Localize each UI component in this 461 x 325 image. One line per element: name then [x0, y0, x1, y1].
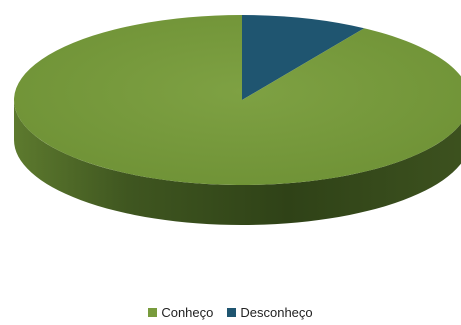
legend: Conheço Desconheço — [0, 305, 461, 320]
legend-label-desconheco: Desconheço — [240, 305, 313, 320]
legend-swatch-conheco — [148, 308, 158, 317]
legend-item-desconheco: Desconheço — [227, 305, 313, 320]
pie-slice-desconheco — [242, 15, 365, 100]
legend-swatch-desconheco — [227, 308, 237, 317]
legend-item-conheco: Conheço — [148, 305, 213, 320]
legend-label-conheco: Conheço — [161, 305, 214, 320]
pie-side-wall — [14, 100, 461, 225]
pie-slice-conheco — [14, 15, 461, 185]
